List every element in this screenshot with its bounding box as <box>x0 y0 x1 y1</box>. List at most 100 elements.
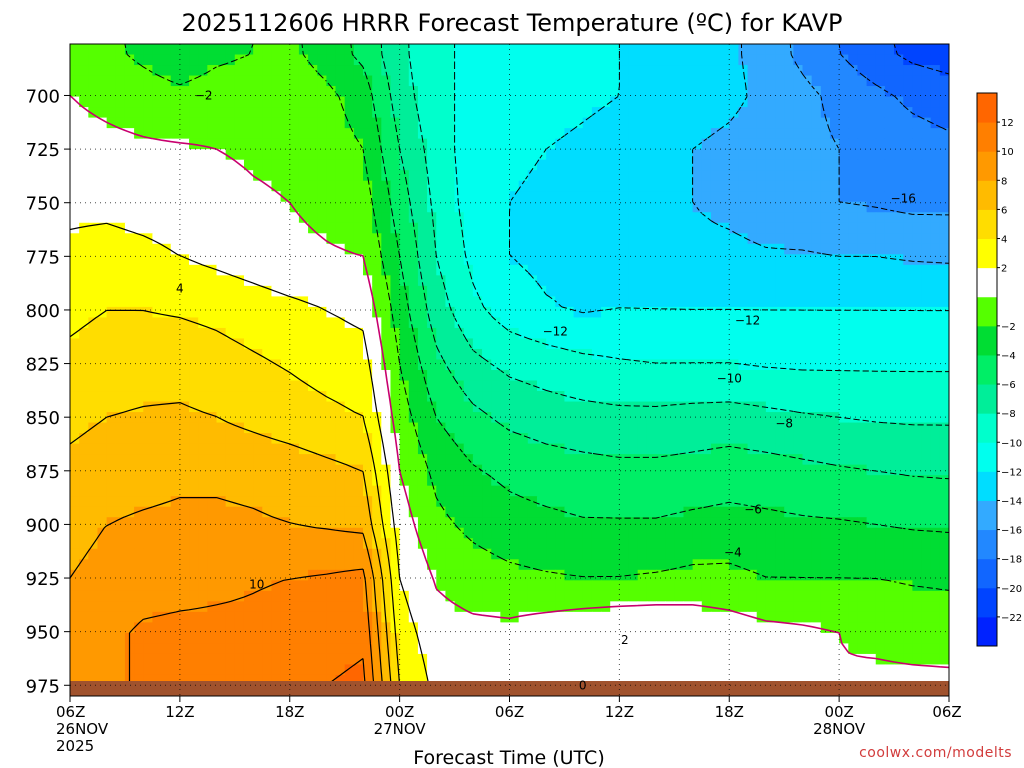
temperature-cell <box>628 44 639 56</box>
temperature-cell <box>674 75 685 87</box>
temperature-cell <box>225 391 236 403</box>
temperature-cell <box>939 201 949 213</box>
temperature-cell <box>765 380 776 392</box>
temperature-cell <box>573 580 584 592</box>
temperature-cell <box>601 275 611 287</box>
temperature-cell <box>399 285 410 297</box>
temperature-cell <box>701 264 712 276</box>
temperature-cell <box>536 580 547 592</box>
temperature-cell <box>234 254 245 266</box>
temperature-cell <box>930 65 941 77</box>
temperature-cell <box>372 264 382 276</box>
temperature-cell <box>738 496 749 508</box>
temperature-cell <box>289 401 300 413</box>
temperature-cell <box>161 86 172 98</box>
temperature-cell <box>894 306 904 319</box>
temperature-cell <box>491 422 501 434</box>
temperature-cell <box>747 527 758 539</box>
temperature-cell <box>70 296 80 308</box>
temperature-cell <box>482 327 492 340</box>
temperature-cell <box>445 317 456 329</box>
temperature-cell <box>445 233 456 245</box>
temperature-cell <box>601 391 611 403</box>
temperature-cell <box>124 464 135 476</box>
temperature-cell <box>115 338 126 350</box>
temperature-cell <box>97 201 108 213</box>
temperature-cell <box>427 391 437 403</box>
temperature-cell <box>619 54 630 66</box>
temperature-cell <box>546 359 556 371</box>
temperature-cell <box>610 548 620 560</box>
temperature-cell <box>619 454 630 466</box>
temperature-cell <box>820 275 831 287</box>
temperature-cell <box>619 359 630 371</box>
temperature-cell <box>289 128 300 140</box>
temperature-cell <box>866 222 877 234</box>
temperature-cell <box>390 222 401 234</box>
temperature-cell <box>884 422 895 434</box>
temperature-cell <box>262 149 273 161</box>
temperature-cell <box>500 569 511 581</box>
temperature-cell <box>417 128 428 140</box>
temperature-cell <box>436 422 447 434</box>
temperature-cell <box>747 485 758 497</box>
temperature-cell <box>573 506 584 518</box>
temperature-cell <box>656 527 666 539</box>
temperature-cell <box>536 107 547 119</box>
temperature-cell <box>729 86 740 98</box>
temperature-cell <box>518 128 529 140</box>
temperature-cell <box>756 54 767 66</box>
temperature-cell <box>97 128 108 140</box>
temperature-cell <box>372 138 382 150</box>
temperature-cell <box>106 149 117 161</box>
temperature-cell <box>271 191 282 203</box>
temperature-cell <box>536 380 547 392</box>
temperature-cell <box>234 391 245 403</box>
temperature-cell <box>820 65 831 77</box>
temperature-cell <box>124 422 135 434</box>
temperature-cell <box>207 191 218 203</box>
temperature-cell <box>591 138 602 150</box>
temperature-cell <box>399 527 410 539</box>
temperature-cell <box>271 527 282 539</box>
temperature-cell <box>381 443 392 455</box>
temperature-cell <box>491 338 501 350</box>
temperature-cell <box>646 86 657 98</box>
temperature-cell <box>106 527 117 539</box>
temperature-cell <box>134 254 144 266</box>
temperature-cell <box>894 380 904 392</box>
temperature-cell <box>775 538 785 550</box>
temperature-cell <box>399 306 410 319</box>
temperature-cell <box>207 548 218 560</box>
temperature-cell <box>765 96 776 108</box>
temperature-cell <box>527 296 538 308</box>
temperature-cell <box>573 412 584 424</box>
temperature-cell <box>189 506 199 518</box>
temperature-cell <box>408 327 419 340</box>
temperature-cell <box>381 65 392 77</box>
temperature-cell <box>637 212 648 224</box>
temperature-cell <box>280 275 291 287</box>
temperature-cell <box>564 538 575 550</box>
temperature-cell <box>591 370 602 382</box>
temperature-cell <box>427 527 437 539</box>
temperature-cell <box>710 128 721 140</box>
temperature-cell <box>674 327 685 340</box>
temperature-cell <box>445 128 456 140</box>
temperature-cell <box>216 138 227 150</box>
temperature-cell <box>875 170 886 182</box>
temperature-cell <box>738 443 749 455</box>
temperature-cell <box>253 44 263 56</box>
temperature-cell <box>472 233 483 245</box>
temperature-cell <box>225 338 236 350</box>
temperature-cell <box>518 433 529 445</box>
temperature-cell <box>665 475 675 487</box>
temperature-cell <box>491 506 501 518</box>
temperature-cell <box>408 359 419 371</box>
temperature-cell <box>555 569 566 581</box>
temperature-cell <box>298 485 309 497</box>
temperature-cell <box>637 348 648 361</box>
temperature-cell <box>70 359 80 371</box>
temperature-cell <box>335 527 346 539</box>
